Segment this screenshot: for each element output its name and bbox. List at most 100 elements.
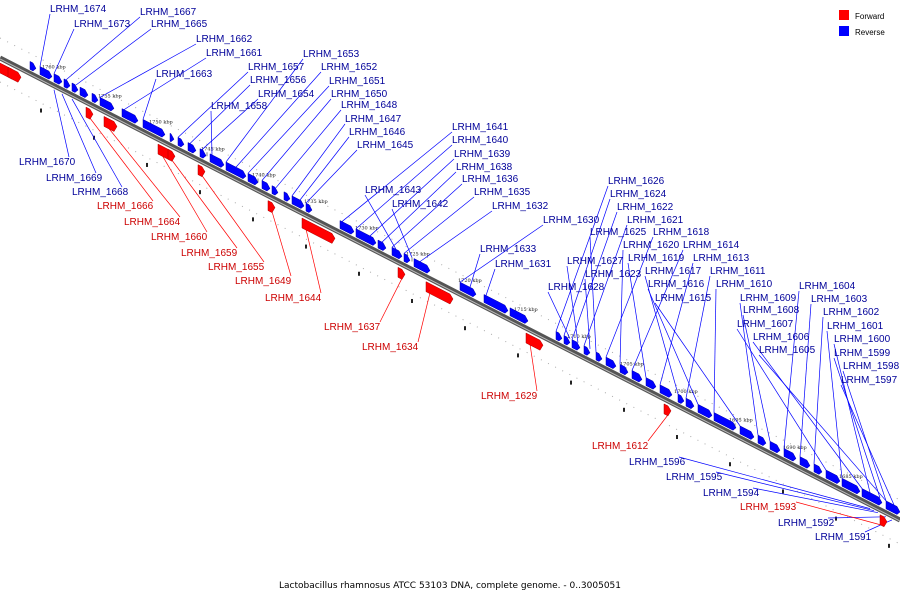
leader-line bbox=[291, 123, 346, 197]
reverse-gene bbox=[187, 142, 197, 154]
leader-line bbox=[627, 262, 647, 378]
leader-line bbox=[210, 110, 213, 155]
leader-line bbox=[715, 471, 875, 511]
leader-line bbox=[584, 278, 591, 349]
gene-label-reverse: LRHM_1616 bbox=[648, 279, 705, 290]
legend-reverse-label: Reverse bbox=[855, 28, 885, 37]
leader-line bbox=[864, 519, 893, 533]
gene-label-reverse: LRHM_1621 bbox=[627, 215, 684, 226]
tick-label: 1750 kbp bbox=[149, 120, 173, 126]
gene-label-reverse: LRHM_1638 bbox=[456, 162, 513, 173]
reverse-gene bbox=[739, 425, 755, 440]
gene-label-reverse: LRHM_1608 bbox=[743, 305, 800, 316]
gene-label-forward: LRHM_1593 bbox=[740, 502, 797, 513]
gene-label-reverse: LRHM_1652 bbox=[321, 62, 378, 73]
reverse-gene bbox=[885, 500, 900, 515]
leader-line bbox=[201, 175, 265, 263]
leader-line bbox=[647, 414, 669, 442]
gene-label-reverse: LRHM_1625 bbox=[590, 227, 647, 238]
forward-gene bbox=[85, 106, 94, 120]
gene-label-reverse: LRHM_1617 bbox=[645, 266, 702, 277]
track-marker bbox=[40, 108, 42, 113]
gene-label-reverse: LRHM_1614 bbox=[683, 240, 740, 251]
leader-line bbox=[177, 71, 249, 138]
reverse-gene bbox=[291, 195, 305, 209]
forward-gene bbox=[103, 115, 118, 132]
reverse-gene bbox=[563, 335, 571, 346]
leader-line bbox=[752, 341, 863, 489]
reverse-gene bbox=[53, 73, 63, 85]
gene-label-reverse: LRHM_1592 bbox=[778, 518, 835, 529]
gene-label-reverse: LRHM_1647 bbox=[345, 114, 402, 125]
gene-label-reverse: LRHM_1601 bbox=[827, 321, 884, 332]
leader-line bbox=[619, 249, 624, 365]
tick-label: 1695 kbp bbox=[729, 417, 753, 423]
forward-gene bbox=[397, 266, 406, 280]
leader-line bbox=[713, 288, 717, 413]
track-marker bbox=[358, 271, 360, 276]
reverse-gene bbox=[403, 252, 411, 264]
track-marker bbox=[517, 353, 519, 358]
reverse-gene bbox=[39, 66, 53, 80]
leader-line bbox=[275, 109, 342, 188]
gene-label-reverse: LRHM_1665 bbox=[151, 19, 208, 30]
tick-label: 1720 kbp bbox=[458, 278, 482, 284]
leader-line bbox=[247, 85, 330, 174]
reverse-gene bbox=[355, 228, 377, 246]
gene-label-reverse: LRHM_1613 bbox=[693, 253, 750, 264]
tick-label: 1735 kbp bbox=[304, 199, 328, 205]
reverse-gene bbox=[783, 448, 797, 462]
forward-gene bbox=[525, 332, 544, 351]
forward-gene bbox=[425, 281, 454, 305]
gene-label-reverse: LRHM_1640 bbox=[452, 135, 509, 146]
leader-line bbox=[813, 316, 824, 464]
gene-label-reverse: LRHM_1635 bbox=[474, 187, 531, 198]
leader-line bbox=[678, 456, 871, 509]
gene-label-reverse: LRHM_1623 bbox=[585, 269, 642, 280]
leader-line bbox=[827, 516, 887, 519]
gene-label-reverse: LRHM_1654 bbox=[258, 89, 315, 100]
leader-line bbox=[799, 303, 812, 457]
leader-line bbox=[53, 89, 70, 158]
gene-label-forward: LRHM_1634 bbox=[362, 342, 419, 353]
reverse-gene bbox=[799, 456, 811, 469]
leader-line bbox=[89, 117, 154, 202]
leader-line bbox=[369, 158, 455, 237]
gene-label-reverse: LRHM_1630 bbox=[543, 215, 600, 226]
reverse-gene bbox=[29, 60, 37, 72]
leader-line bbox=[795, 501, 885, 527]
forward-gene bbox=[267, 200, 276, 213]
gene-label-reverse: LRHM_1606 bbox=[753, 332, 810, 343]
gene-label-forward: LRHM_1637 bbox=[324, 322, 381, 333]
gene-label-reverse: LRHM_1668 bbox=[72, 187, 129, 198]
reverse-gene bbox=[91, 92, 99, 104]
leader-line bbox=[71, 98, 123, 188]
gene-label-reverse: LRHM_1598 bbox=[843, 361, 900, 372]
tick-label: 1760 kbp bbox=[42, 65, 66, 71]
gene-label-forward: LRHM_1644 bbox=[265, 293, 322, 304]
leader-line bbox=[261, 98, 332, 181]
leader-line bbox=[123, 57, 207, 110]
reverse-gene bbox=[283, 191, 291, 202]
reverse-gene bbox=[271, 185, 279, 196]
reverse-gene bbox=[583, 345, 591, 356]
reverse-gene bbox=[483, 294, 509, 314]
gene-label-reverse: LRHM_1628 bbox=[548, 282, 605, 293]
reverse-gene bbox=[769, 440, 781, 454]
forward-gene bbox=[7, 66, 22, 83]
gene-label-reverse: LRHM_1651 bbox=[329, 76, 386, 87]
reverse-gene bbox=[199, 148, 207, 159]
leader-line bbox=[61, 93, 97, 174]
gene-label-reverse: LRHM_1653 bbox=[303, 49, 360, 60]
gene-label-reverse: LRHM_1604 bbox=[799, 281, 856, 292]
legend-forward-swatch bbox=[839, 10, 849, 20]
leader-line bbox=[566, 265, 579, 343]
reverse-gene bbox=[685, 397, 695, 410]
gene-label-forward: LRHM_1660 bbox=[151, 232, 208, 243]
backbone bbox=[0, 55, 900, 523]
reverse-gene bbox=[595, 351, 603, 362]
reverse-gene bbox=[305, 202, 313, 213]
gene-label-reverse: LRHM_1639 bbox=[454, 149, 511, 160]
track-marker bbox=[305, 244, 307, 249]
reverse-gene bbox=[209, 153, 225, 168]
